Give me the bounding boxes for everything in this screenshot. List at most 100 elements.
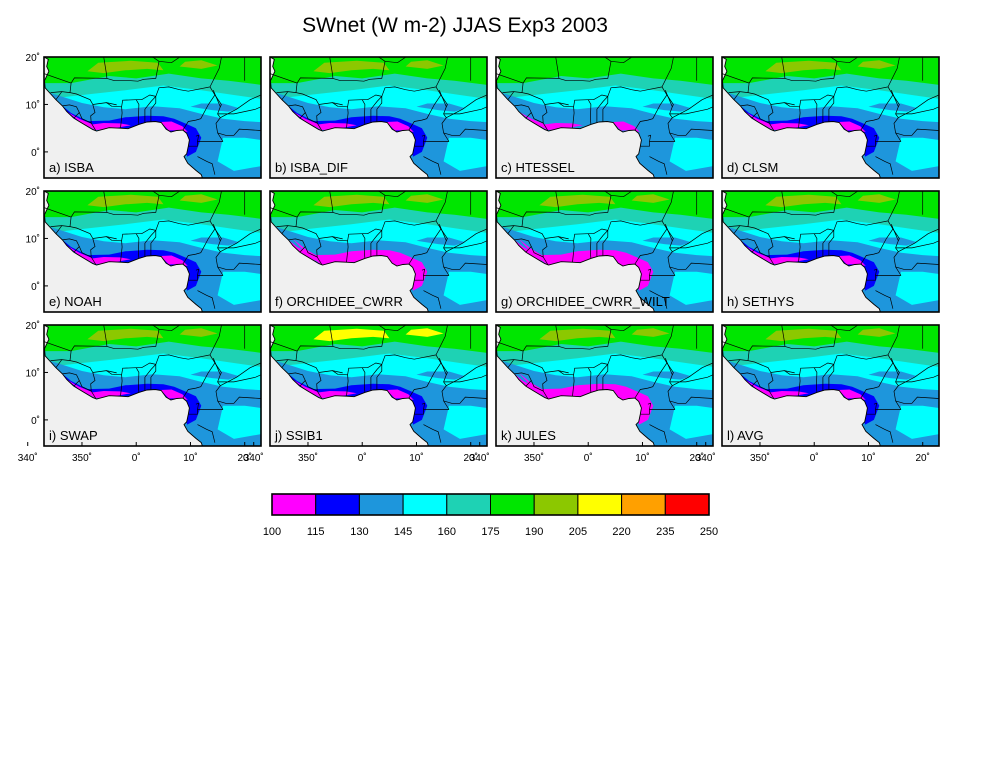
country-border [332,94,382,108]
contour-region [838,389,866,400]
figure-title: SWnet (W m-2) JJAS Exp3 2003 [302,14,608,37]
country-border [209,325,222,356]
country-border [443,374,487,383]
country-border [197,290,216,309]
country-border [135,367,140,393]
lon-tick-label: 0˚ [810,452,819,464]
country-border [784,94,834,108]
contour-region [160,121,188,132]
country-border [828,86,894,122]
country-border [873,134,878,142]
map-panel: k) JULES 340˚ 350˚ 0˚ 10˚ 20˚ [470,324,714,464]
country-border [873,268,878,276]
country-border [770,370,795,374]
contour-region [895,137,939,171]
ocean-area [44,57,203,178]
panel-label: g) ORCHIDEE_CWRR_WILT [501,294,670,309]
country-border [875,424,894,443]
panel-frame [721,324,940,447]
country-border [135,99,140,125]
country-border [214,362,222,375]
country-border [895,374,939,383]
country-border [158,57,181,64]
country-border [217,374,261,383]
ocean-area [44,325,203,446]
contour-region [313,194,390,208]
country-border [332,325,386,350]
country-border [610,191,633,198]
country-border [502,359,514,361]
country-border [587,367,592,393]
contour-region [405,194,444,203]
country-border [332,228,382,242]
country-border [414,275,449,281]
lat-tick-label: 10˚ [26,99,40,111]
country-border [733,91,749,100]
map-panel: a) ISBA 20˚ 10˚ 0˚ [26,52,262,179]
panel-frame [269,190,488,313]
lon-tick-label: 340˚ [18,452,38,464]
country-border [502,225,514,227]
country-border [150,354,216,390]
lon-tick-label: 20˚ [915,452,929,464]
country-border [860,90,902,142]
ocean-area [270,191,429,312]
country-border [217,396,261,404]
country-border [892,228,900,241]
lon-tick-label: 0˚ [358,452,367,464]
country-border [866,409,901,415]
country-border [784,191,838,216]
country-border [649,424,668,443]
country-border [770,102,795,106]
country-border [281,91,297,100]
contour-region [217,271,261,305]
panel-label: a) ISBA [49,160,94,175]
country-border [572,106,575,129]
panel-frame [269,56,488,179]
contour-region [642,103,692,112]
coastline [270,57,429,178]
country-border [634,90,676,142]
country-border [361,233,366,259]
colorbar-frame [271,493,710,516]
country-border [722,57,786,84]
country-border [55,359,71,368]
country-border [887,57,900,88]
country-border [421,268,426,276]
lon-tick-label: 10˚ [183,452,197,464]
lon-tick-label: 0˚ [584,452,593,464]
country-border [496,57,560,84]
contour-region [66,111,131,131]
country-border [836,325,859,332]
country-border [209,191,222,222]
contour-region [160,255,188,266]
contour-region [405,60,444,69]
country-border [813,233,818,259]
lon-tick-label: 350˚ [298,452,318,464]
map-panel: d) CLSM [721,56,940,179]
contour-region [190,237,240,246]
country-border [318,236,343,240]
country-border [276,359,288,361]
country-border [647,402,652,410]
country-border [443,396,487,404]
country-border [120,240,123,263]
contour-region [496,57,713,85]
country-border [281,359,297,368]
country-border [135,233,140,259]
country-border [514,372,532,387]
country-border [370,96,383,123]
country-border [661,191,674,222]
map-panel: c) HTESSEL [495,56,714,179]
ocean-area [496,325,655,446]
country-border [270,191,334,218]
contour-region [190,371,240,380]
country-border [634,224,676,276]
country-border [276,225,288,227]
country-border [376,86,442,122]
contour-region [386,389,414,400]
country-border [62,104,80,119]
country-border [423,156,442,175]
panel-frame [495,324,714,447]
